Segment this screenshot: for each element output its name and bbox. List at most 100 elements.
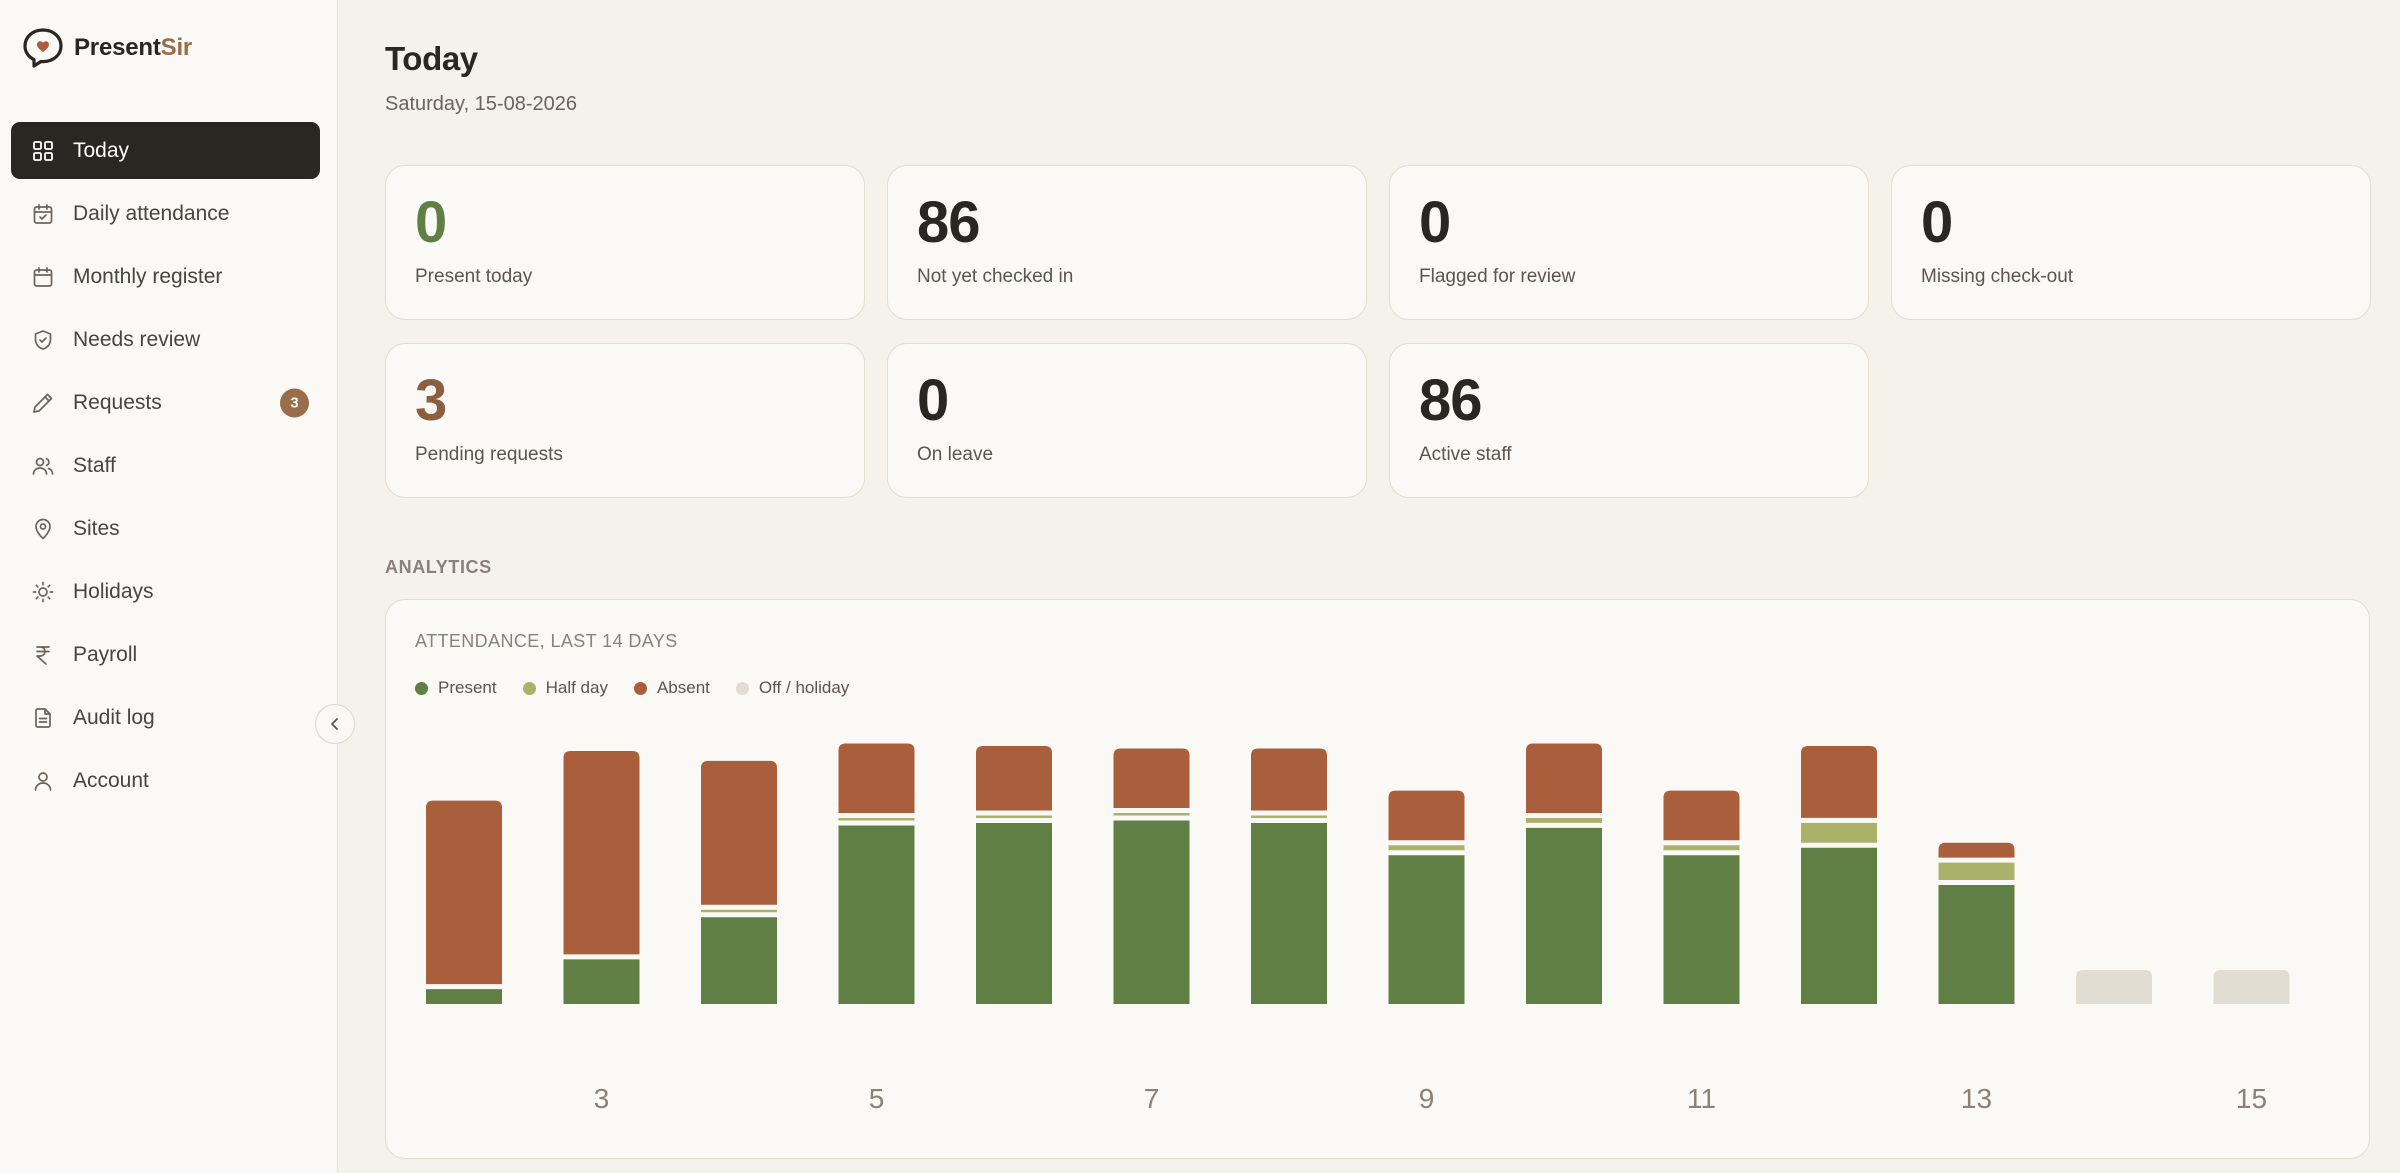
bar-segment-half-day-day-13[interactable] — [1938, 862, 2015, 880]
stat-card-present-today[interactable]: 0 Present today — [385, 165, 865, 320]
bar-segment-absent-day-10[interactable] — [1526, 743, 1602, 813]
bar-segment-absent-day-7[interactable] — [1113, 748, 1190, 808]
sidebar-item-label: Needs review — [73, 327, 201, 351]
sidebar-item-label: Requests — [73, 390, 162, 414]
bar-segment-absent-day-2[interactable] — [426, 800, 502, 985]
sun-icon — [31, 580, 55, 604]
legend-label: Off / holiday — [758, 678, 850, 697]
analytics-section-label: ANALYTICS — [385, 557, 492, 577]
legend-swatch — [415, 681, 428, 695]
sidebar: PresentSir Today Daily attendance Monthl… — [0, 0, 355, 1173]
stat-value: 3 — [415, 368, 447, 433]
bar-segment-absent-day-6[interactable] — [976, 746, 1052, 811]
chevron-left-icon — [331, 718, 338, 730]
legend-item-absent: Absent — [633, 678, 710, 698]
sidebar-item-label: Staff — [73, 453, 116, 477]
bar-segment-present-day-7[interactable] — [1113, 820, 1190, 1004]
user-icon — [31, 769, 55, 793]
sidebar-item-requests[interactable]: Requests 3 — [11, 374, 320, 431]
bar-segment-absent-day-12[interactable] — [1801, 746, 1877, 818]
sidebar-item-label: Today — [73, 138, 130, 162]
map-pin-icon — [31, 517, 55, 541]
pencil-icon — [31, 391, 55, 415]
sidebar-item-staff[interactable]: Staff — [11, 437, 320, 494]
collapse-sidebar-button[interactable] — [315, 704, 355, 744]
stat-card-pending-requests[interactable]: 3 Pending requests — [385, 343, 865, 498]
stat-card-active-staff[interactable]: 86 Active staff — [1389, 343, 1869, 498]
bar-segment-absent-day-9[interactable] — [1388, 790, 1465, 841]
sidebar-item-label: Payroll — [73, 642, 138, 666]
bar-segment-half-day-day-9[interactable] — [1388, 845, 1465, 851]
stat-value: 86 — [917, 190, 981, 255]
legend-swatch — [522, 681, 536, 695]
sidebar-item-needs-review[interactable]: Needs review — [11, 311, 320, 368]
bar-segment-half-day-day-10[interactable] — [1526, 817, 1602, 823]
sidebar-item-monthly-register[interactable]: Monthly register — [11, 248, 320, 305]
page-date: Saturday, 15-08-2026 — [385, 93, 577, 115]
bar-segment-half-day-day-6[interactable] — [976, 815, 1052, 818]
bar-segment-absent-day-4[interactable] — [701, 760, 777, 905]
sidebar-item-audit-log[interactable]: Audit log — [11, 689, 320, 746]
bar-segment-absent-day-8[interactable] — [1251, 748, 1327, 811]
sidebar-item-today[interactable]: Today — [11, 122, 320, 179]
stat-card-missing-check-out[interactable]: 0 Missing check-out — [1891, 165, 2371, 320]
chart-legend: Present Half day Absent Off / holiday — [415, 678, 875, 698]
bar-segment-present-day-3[interactable] — [563, 959, 640, 1004]
bar-segment-present-day-4[interactable] — [701, 917, 777, 1004]
brand[interactable]: PresentSir — [22, 24, 192, 72]
bar-segment-half-day-day-7[interactable] — [1113, 813, 1190, 816]
bar-segment-present-day-11[interactable] — [1663, 855, 1740, 1004]
bar-segment-absent-day-13[interactable] — [1938, 842, 2015, 858]
sidebar-item-label: Sites — [73, 516, 120, 540]
file-text-icon — [31, 706, 55, 730]
stat-label: Not yet checked in — [917, 266, 1074, 287]
sidebar-item-label: Account — [73, 768, 149, 792]
x-tick-label: 3 — [594, 1083, 610, 1114]
bar-segment-half-day-day-8[interactable] — [1251, 815, 1327, 818]
stat-card-flagged-for-review[interactable]: 0 Flagged for review — [1389, 165, 1869, 320]
bar-segment-half-day-day-5[interactable] — [838, 817, 915, 821]
sidebar-item-sites[interactable]: Sites — [11, 500, 320, 557]
stat-card-on-leave[interactable]: 0 On leave — [887, 343, 1367, 498]
sidebar-item-account[interactable]: Account — [11, 752, 320, 809]
stat-value: 86 — [1419, 368, 1483, 433]
bar-segment-half-day-day-11[interactable] — [1663, 845, 1740, 851]
bar-segment-absent-day-3[interactable] — [563, 751, 640, 955]
chat-bubble-heart-icon — [23, 28, 63, 68]
bar-segment-present-day-12[interactable] — [1801, 847, 1877, 1004]
sidebar-nav: Today Daily attendance Monthly register … — [11, 122, 320, 815]
bar-segment-present-day-13[interactable] — [1938, 884, 2015, 1004]
stat-label: Active staff — [1419, 444, 1512, 465]
stat-value: 0 — [1419, 190, 1451, 255]
page-title: Today — [385, 40, 478, 77]
bar-segment-present-day-2[interactable] — [426, 989, 502, 1004]
x-tick-label: 7 — [1144, 1083, 1160, 1114]
sidebar-item-daily-attendance[interactable]: Daily attendance — [11, 185, 320, 242]
sidebar-item-label: Daily attendance — [73, 201, 230, 225]
bar-segment-present-day-10[interactable] — [1526, 827, 1602, 1004]
bar-segment-off-holiday-day-14[interactable] — [2076, 970, 2152, 1004]
legend-swatch — [633, 681, 647, 695]
sidebar-item-label: Audit log — [73, 705, 155, 729]
x-tick-label: 11 — [1687, 1083, 1716, 1114]
stat-value: 0 — [1921, 190, 1953, 255]
sidebar-item-payroll[interactable]: Payroll — [11, 626, 320, 683]
x-tick-label: 5 — [869, 1083, 885, 1114]
stat-card-not-checked-in[interactable]: 86 Not yet checked in — [887, 165, 1367, 320]
bar-segment-present-day-5[interactable] — [838, 825, 915, 1004]
bar-segment-present-day-8[interactable] — [1251, 822, 1327, 1004]
attendance-bar-chart: 3 5 7 9 11 13 15 — [426, 743, 2290, 1114]
grid-icon — [31, 139, 55, 163]
legend-label: Absent — [656, 678, 710, 697]
bar-segment-absent-day-11[interactable] — [1663, 790, 1740, 841]
main-content: Today Saturday, 15-08-2026 0 Present tod… — [338, 0, 2400, 1173]
sidebar-item-label: Monthly register — [73, 264, 223, 288]
x-tick-label: 15 — [2236, 1083, 2267, 1114]
sidebar-item-holidays[interactable]: Holidays — [11, 563, 320, 620]
bar-segment-absent-day-5[interactable] — [838, 743, 915, 813]
bar-segment-half-day-day-12[interactable] — [1801, 822, 1877, 843]
bar-segment-present-day-9[interactable] — [1388, 855, 1465, 1004]
bar-segment-present-day-6[interactable] — [976, 822, 1052, 1004]
bar-segment-half-day-day-4[interactable] — [701, 909, 777, 913]
bar-segment-off-holiday-day-15[interactable] — [2213, 970, 2290, 1004]
